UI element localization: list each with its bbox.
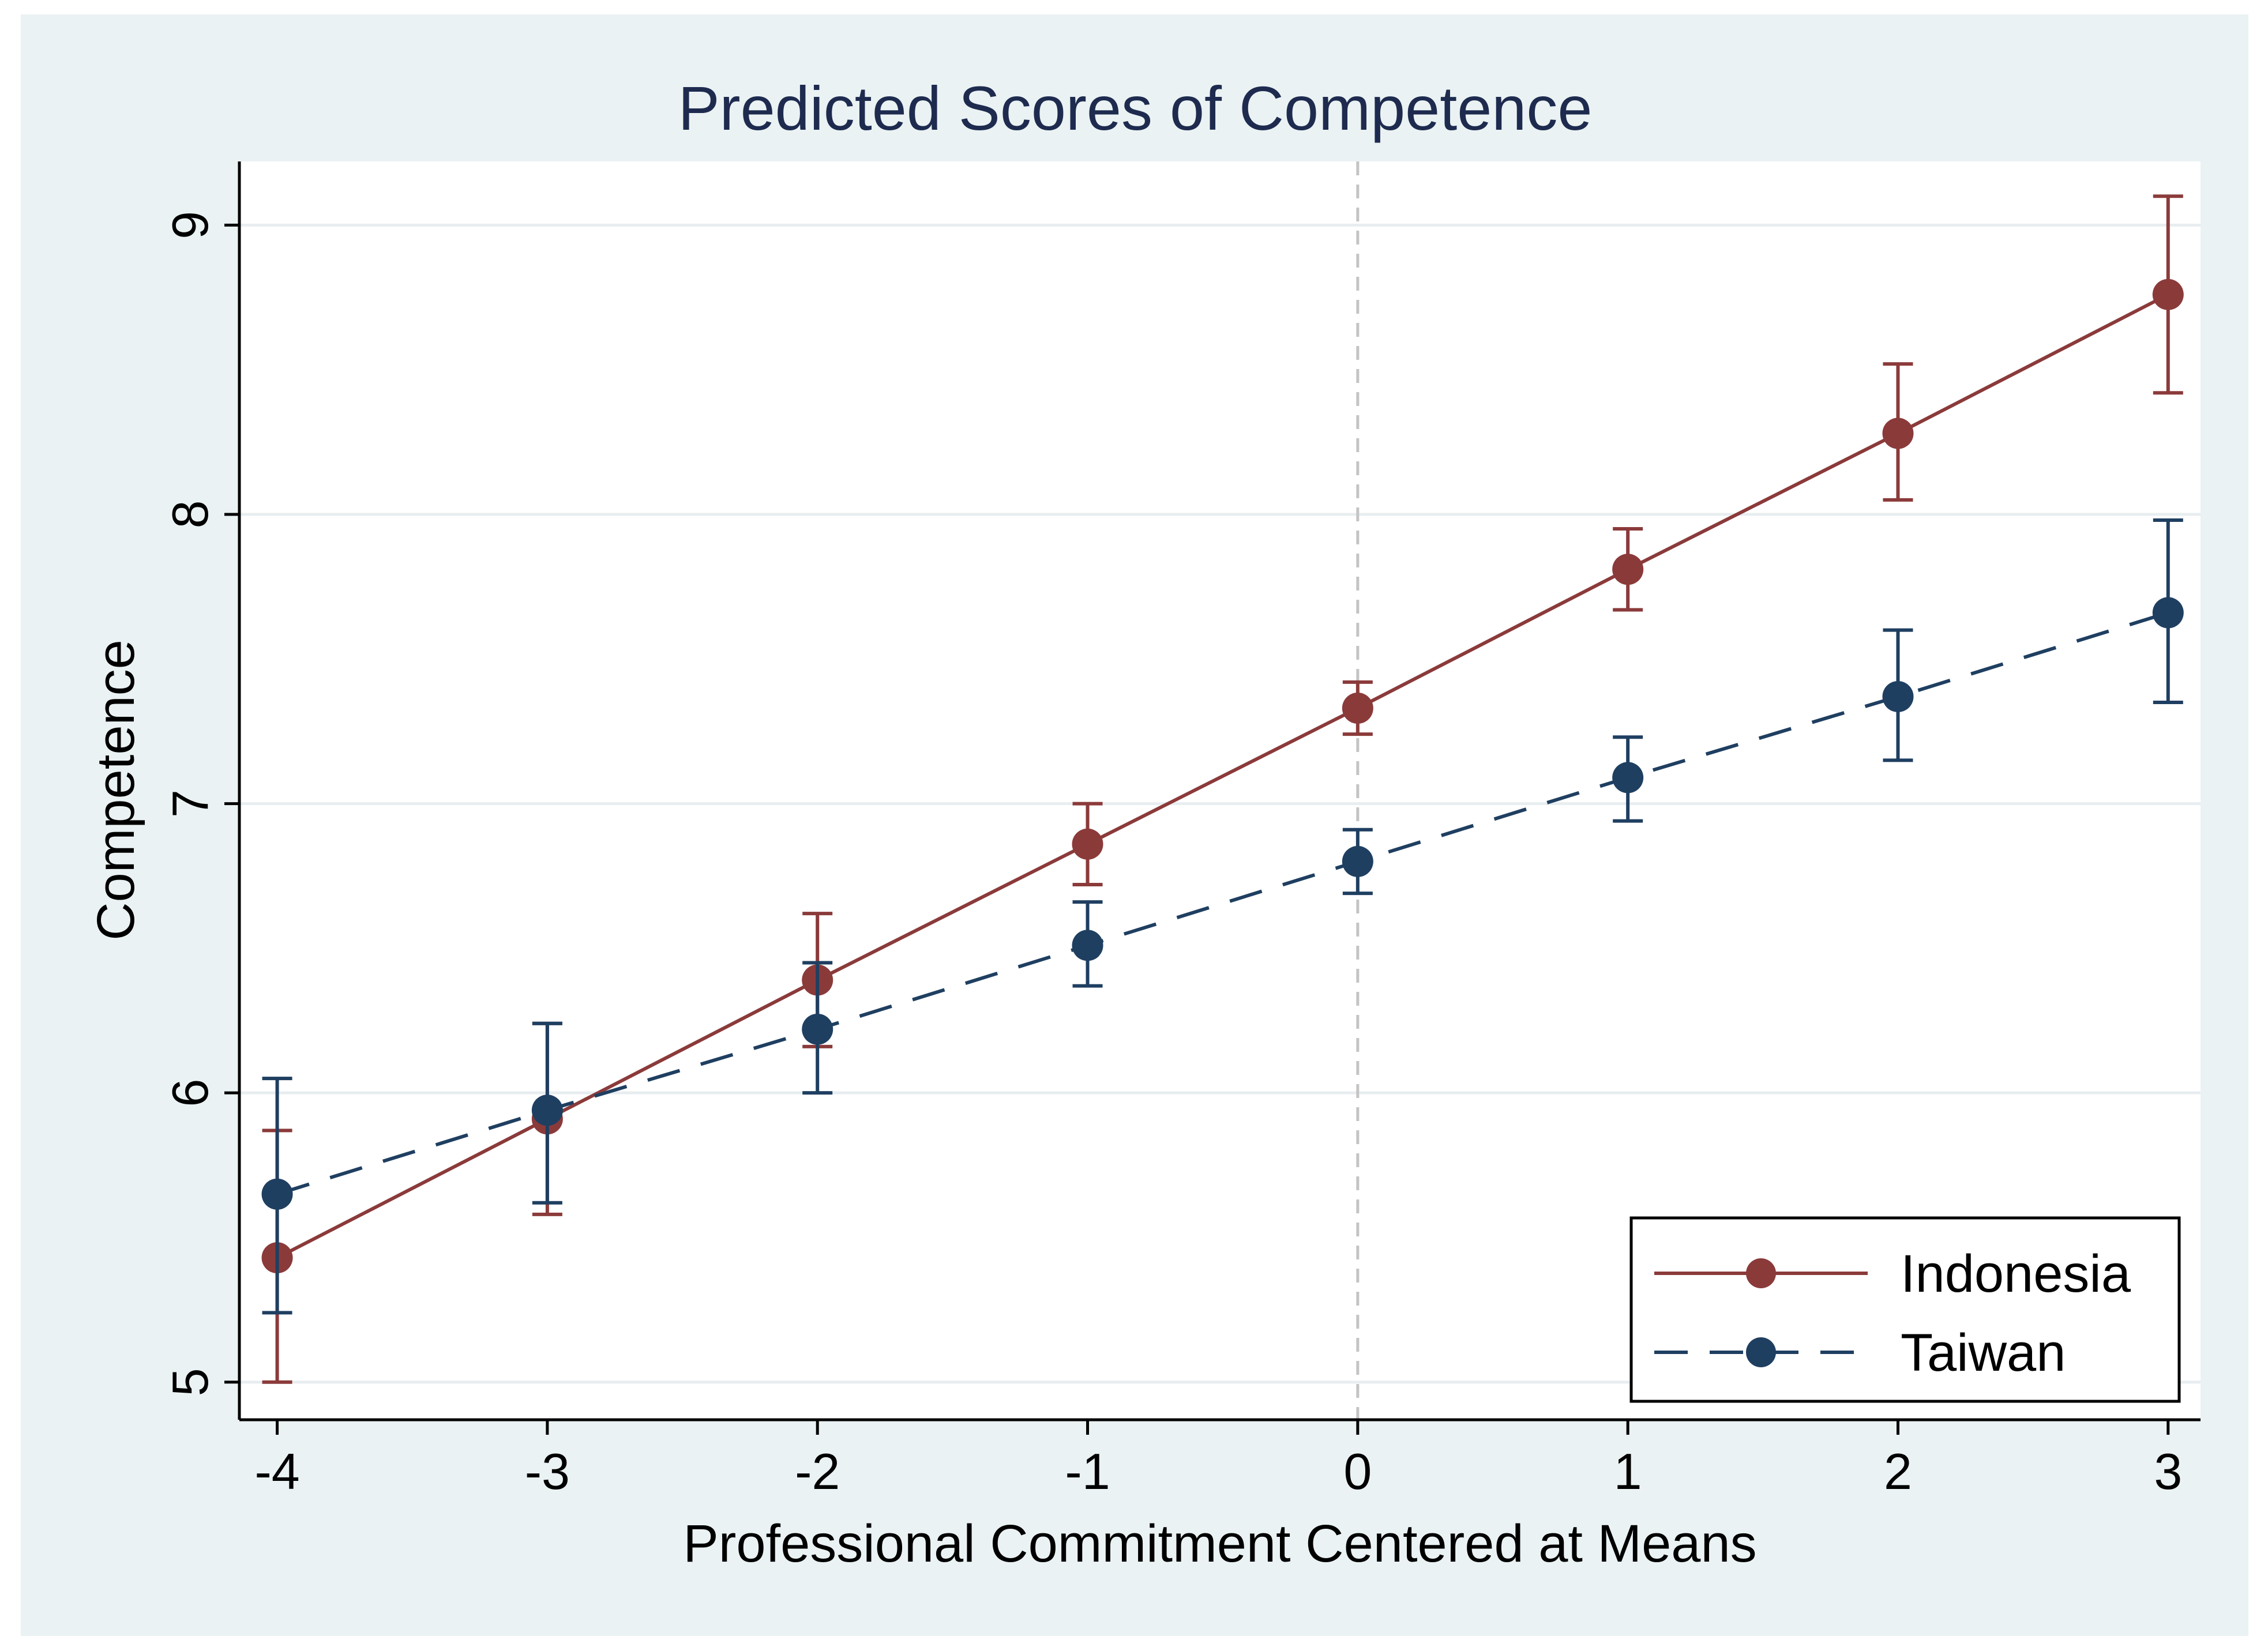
legend-marker-taiwan — [1746, 1337, 1776, 1367]
legend-marker-indonesia — [1746, 1258, 1776, 1288]
y-tick-label-6: 6 — [162, 1079, 219, 1107]
point-taiwan--2 — [802, 1013, 833, 1045]
legend-box — [1629, 1216, 2181, 1403]
point-indonesia--1 — [1072, 828, 1103, 860]
point-indonesia-3 — [2152, 279, 2184, 310]
series-layer — [261, 194, 2184, 1384]
point-taiwan-0 — [1342, 845, 1373, 877]
x-axis-label: Professional Commitment Centered at Mean… — [683, 1514, 1756, 1573]
point-indonesia-1 — [1612, 554, 1644, 585]
x-tick-label--4: -4 — [254, 1443, 299, 1500]
chart-title: Predicted Scores of Competence — [678, 73, 1593, 143]
x-tick-label--3: -3 — [525, 1443, 570, 1500]
x-tick-label--2: -2 — [795, 1443, 840, 1500]
point-taiwan-2 — [1882, 680, 1914, 712]
y-tick-label-5: 5 — [162, 1368, 219, 1396]
point-taiwan-3 — [2152, 597, 2184, 629]
point-taiwan--1 — [1072, 930, 1103, 961]
y-tick-label-7: 7 — [162, 789, 219, 818]
y-tick-label-9: 9 — [162, 211, 219, 239]
series-taiwan — [261, 518, 2184, 1315]
x-tick-label-3: 3 — [2154, 1443, 2182, 1500]
axes: 5 6 7 8 9 -4 -3 -2 -1 0 1 2 3 — [162, 161, 2201, 1500]
y-tick-label-8: 8 — [162, 500, 219, 528]
point-taiwan--4 — [261, 1178, 293, 1210]
y-axis-label: Competence — [87, 640, 145, 941]
point-indonesia-2 — [1882, 418, 1914, 449]
x-tick-label-1: 1 — [1614, 1443, 1642, 1500]
series-line-indonesia — [276, 293, 2169, 1259]
point-taiwan-1 — [1612, 762, 1644, 793]
legend-label-indonesia: Indonesia — [1901, 1244, 2131, 1303]
legend: Indonesia Taiwan — [1629, 1216, 2181, 1403]
plot-area — [239, 161, 2201, 1420]
x-tick-label-2: 2 — [1884, 1443, 1912, 1500]
point-indonesia-0 — [1342, 693, 1373, 724]
legend-label-taiwan: Taiwan — [1901, 1323, 2066, 1382]
point-taiwan--3 — [531, 1095, 563, 1126]
x-tick-label-0: 0 — [1343, 1443, 1372, 1500]
x-tick-label--1: -1 — [1065, 1443, 1110, 1500]
